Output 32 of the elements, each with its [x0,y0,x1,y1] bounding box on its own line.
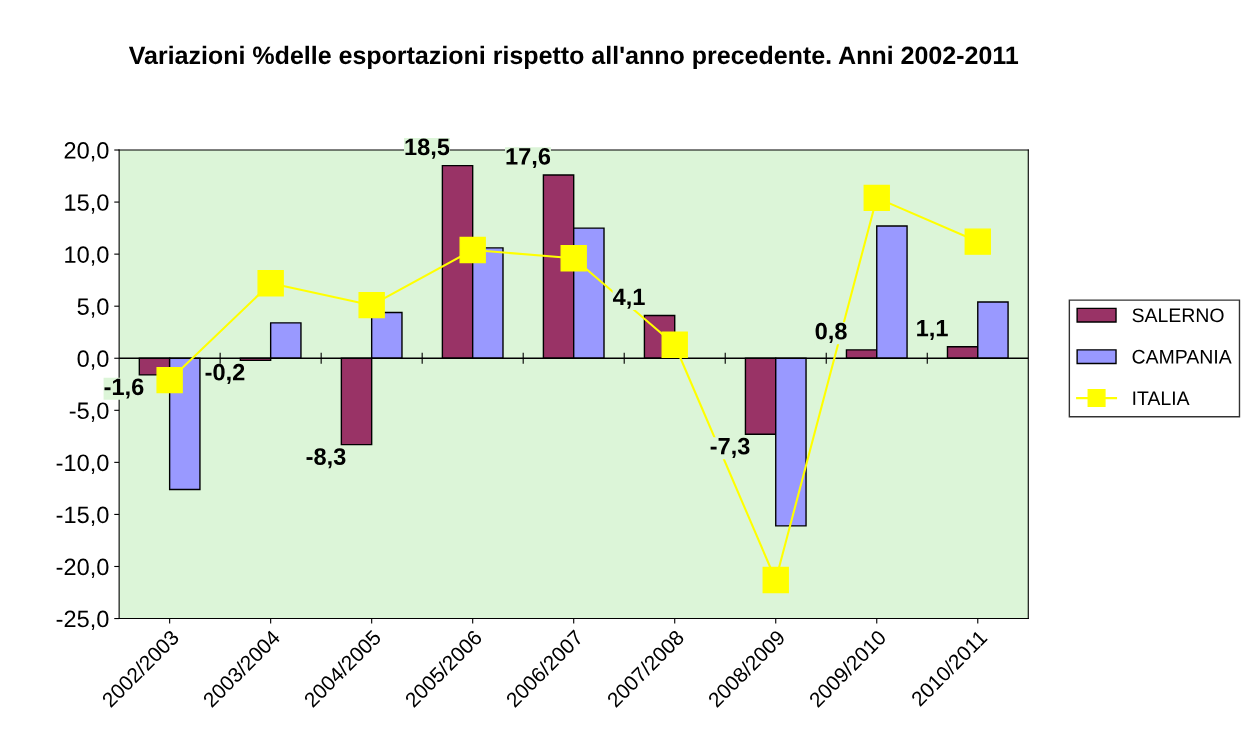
point [964,228,991,255]
y-tick-label: 10,0 [65,246,109,266]
data-label: 18,5 [405,138,450,159]
data-label: 4,1 [612,288,645,309]
legend-label: SALERNO [1132,308,1224,323]
point [358,291,385,319]
data-label: 17,6 [506,147,551,169]
y-tick-label: 5,0 [77,298,109,318]
point [459,236,486,264]
y-tick-label: -10,0 [56,454,109,474]
point [762,566,789,594]
legend-label: ITALIA [1133,391,1190,405]
legend-label: CAMPANIA [1132,349,1232,364]
point [156,366,183,394]
y-tick-label: -20,0 [56,558,109,579]
y-tick-label: 20,0 [64,142,109,162]
chart-title: Variazioni %delle esportazioni rispetto all'anno precedente. Anni 2002-2011 [128,45,1019,70]
data-label: 1,1 [917,319,948,340]
data-label: -0,2 [205,363,245,384]
point [560,245,587,272]
y-tick-label: -5,0 [69,402,109,422]
data-label: 0,8 [815,322,847,344]
y-tick-label: 0,0 [77,350,109,370]
point [863,184,890,212]
y-tick-label: 15,0 [65,194,109,214]
y-tick-label: -25,0 [56,610,109,631]
data-label: -1,6 [104,378,144,399]
data-label: -8,3 [306,448,346,469]
point [661,331,688,358]
point [257,270,284,297]
y-tick-label: -15,0 [56,506,109,526]
data-label: -7,3 [710,437,750,458]
